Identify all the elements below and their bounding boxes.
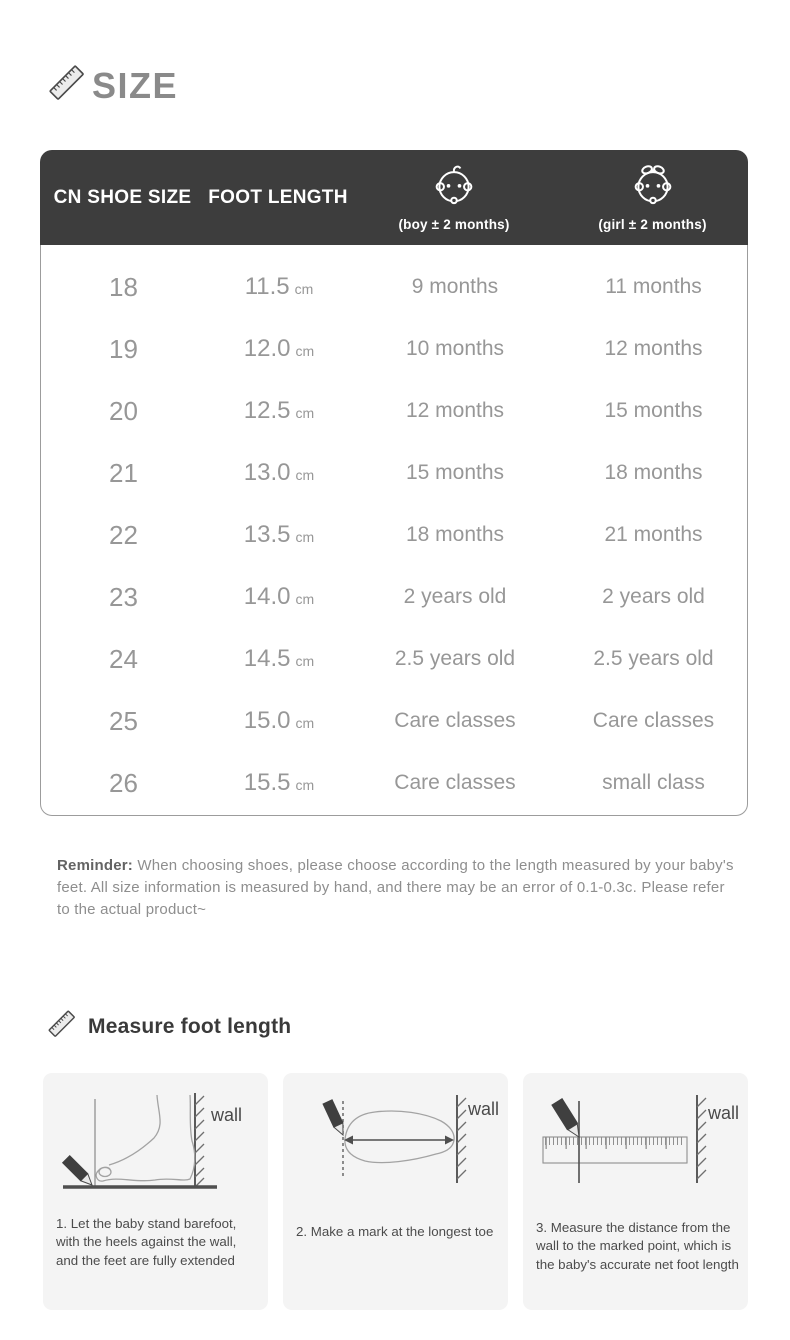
cell-cn-shoe-size: 19	[109, 333, 138, 364]
table-row: 25 15.0 cm Care classes Care classes	[41, 690, 747, 752]
cell-cn-shoe-size: 20	[109, 395, 138, 426]
reminder-text: Reminder: When choosing shoes, please ch…	[57, 857, 734, 918]
table-row: 18 11.5 cm 9 months 11 months	[41, 256, 747, 318]
size-table: CN SHOE SIZE FOOT LENGTH	[40, 150, 748, 816]
table-row: 22 13.5 cm 18 months 21 months	[41, 504, 747, 566]
cell-girl-age: 2 years old	[602, 585, 705, 608]
pencil-icon	[61, 1154, 93, 1186]
measure-title-text: Measure foot length	[88, 1014, 292, 1038]
pencil-icon	[550, 1097, 580, 1139]
table-row: 23 14.0 cm 2 years old 2 years old	[41, 566, 747, 628]
cell-boy-age: 9 months	[411, 275, 499, 298]
table-row: 26 15.5 cm Care classes small class	[41, 752, 747, 814]
wall-label: wall	[467, 1099, 499, 1119]
cell-foot-length: 13.5 cm	[243, 521, 315, 548]
header-girl-age: (girl ± 2 months)	[557, 150, 748, 245]
ruler-icon	[46, 62, 88, 109]
pencil-icon	[321, 1099, 344, 1137]
cell-cn-shoe-size: 26	[109, 767, 138, 798]
cell-boy-age: Care classes	[394, 709, 516, 732]
wall-label: wall	[707, 1103, 739, 1123]
table-row: 21 13.0 cm 15 months 18 months	[41, 442, 747, 504]
cell-foot-length: 14.0 cm	[243, 583, 315, 610]
cell-foot-length: 15.0 cm	[243, 707, 315, 734]
cell-boy-age: 10 months	[405, 337, 505, 360]
header-foot-length: FOOT LENGTH	[208, 186, 348, 208]
foot-against-wall-illustration: wall	[61, 1093, 242, 1189]
cell-boy-age: 2.5 years old	[394, 647, 516, 670]
step-caption: 2. Make a mark at the longest toe	[296, 1224, 494, 1239]
cell-cn-shoe-size: 18	[109, 271, 138, 302]
girl-note: (girl ± 2 months)	[598, 217, 707, 232]
cell-girl-age: 12 months	[604, 337, 703, 360]
cell-foot-length: 15.5 cm	[243, 769, 315, 796]
cell-girl-age: 2.5 years old	[593, 647, 714, 670]
measure-step-card-2: wall 2. Make a mark at the longest toe	[283, 1073, 508, 1310]
table-row: 20 12.5 cm 12 months 15 months	[41, 380, 747, 442]
step-caption: 3. Measure the distance from the wall to…	[536, 1220, 739, 1272]
size-table-header: CN SHOE SIZE FOOT LENGTH	[40, 150, 748, 245]
size-table-body: 18 11.5 cm 9 months 11 months 19 12.0 cm 10 mont…	[40, 245, 748, 816]
table-row: 24 14.5 cm 2.5 years old 2.5 years old	[41, 628, 747, 690]
size-section-title: SIZE	[46, 62, 178, 109]
cell-foot-length: 11.5 cm	[244, 273, 314, 300]
header-boy-age: (boy ± 2 months)	[351, 150, 557, 245]
size-title-text: SIZE	[92, 64, 179, 106]
cell-cn-shoe-size: 25	[109, 705, 138, 736]
cell-boy-age: 15 months	[405, 461, 505, 484]
measure-with-ruler-illustration: wall	[541, 1095, 739, 1183]
cell-girl-age: 21 months	[604, 523, 703, 546]
step-caption: 1. Let the baby stand barefoot, with the…	[56, 1216, 237, 1268]
baby-girl-face-icon	[632, 162, 674, 212]
ruler-icon	[46, 1008, 78, 1045]
cell-boy-age: Care classes	[394, 771, 516, 794]
wall-label: wall	[210, 1105, 242, 1125]
cell-girl-age: 11 months	[605, 275, 702, 298]
cell-cn-shoe-size: 23	[109, 581, 138, 612]
cell-foot-length: 14.5 cm	[243, 645, 315, 672]
cell-foot-length: 12.0 cm	[243, 335, 315, 362]
cell-cn-shoe-size: 24	[109, 643, 138, 674]
cell-foot-length: 13.0 cm	[243, 459, 315, 486]
cell-boy-age: 18 months	[405, 523, 505, 546]
table-row: 19 12.0 cm 10 months 12 months	[41, 318, 747, 380]
cell-cn-shoe-size: 21	[109, 457, 138, 488]
cell-girl-age: 18 months	[604, 461, 703, 484]
cell-girl-age: 15 months	[604, 399, 703, 422]
header-cn-shoe-size: CN SHOE SIZE	[53, 186, 192, 208]
reminder-label: Reminder:	[57, 857, 133, 874]
boy-note: (boy ± 2 months)	[398, 217, 510, 232]
cell-cn-shoe-size: 22	[109, 519, 138, 550]
cell-girl-age: small class	[602, 771, 705, 794]
cell-foot-length: 12.5 cm	[243, 397, 315, 424]
measure-section-title: Measure foot length	[46, 1008, 291, 1045]
mark-longest-toe-illustration: wall	[321, 1095, 499, 1183]
cell-boy-age: 12 months	[405, 399, 505, 422]
measure-step-card-1: wall 1. Let the baby stand barefoot, wit…	[43, 1073, 268, 1310]
cell-boy-age: 2 years old	[403, 585, 507, 608]
baby-boy-face-icon	[433, 162, 475, 212]
measure-step-card-3: wall 3. Measure the distance from the wa…	[523, 1073, 748, 1310]
cell-girl-age: Care classes	[592, 709, 715, 732]
